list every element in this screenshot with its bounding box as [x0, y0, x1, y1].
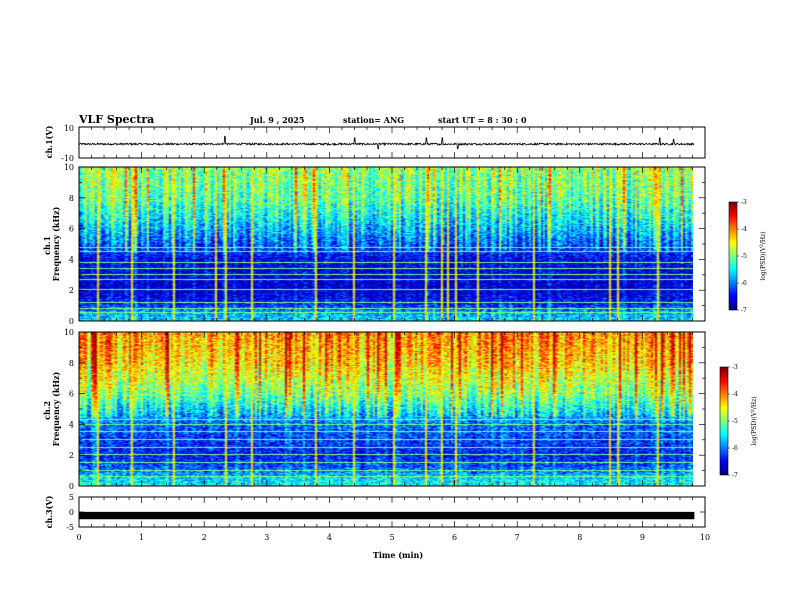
ch1-colorbar-tick-label: -3 [741, 199, 747, 206]
ch3-ytick-bottom: -5 [66, 523, 74, 532]
figure-title: VLF Spectra [78, 113, 154, 126]
ch3-waveform-panel: 5 0 -5 ch.3(V) 0 1 2 3 4 5 6 7 8 9 10 Time (min) [44, 493, 710, 560]
start-time-label: start UT = 8 : 30 : 0 [438, 115, 527, 125]
time-tick-label: 7 [515, 533, 520, 542]
ch3-ytick-mid: 0 [69, 508, 74, 517]
ch2-spectrogram-ytick-label: 2 [69, 451, 74, 460]
ch1-colorbar-label: log(PSD)(V2/Hz) [759, 231, 767, 280]
time-tick-label: 9 [640, 533, 645, 542]
ch1-ytick-top: 10 [64, 124, 74, 133]
ch2-spectrogram-ylabel: ch.2 Frequency (kHz) [42, 371, 61, 446]
ch2-colorbar: -3 -4 -5 -6 -7 log(PSD)(V2/Hz) [719, 364, 758, 479]
ch1-spectrogram-ylabel: ch.1 Frequency (kHz) [42, 206, 61, 281]
ch2-colorbar-label: log(PSD)(V2/Hz) [750, 396, 758, 445]
ch1-waveform-xticks [78, 126, 706, 159]
ch1-colorbar-tick-label: -5 [741, 253, 747, 260]
ch2-spectrogram-ytick-label: 6 [69, 390, 74, 399]
ch2-ylabel-quantity: Frequency (kHz) [51, 371, 61, 446]
ch2-colorbar-ticks: -3 -4 -5 -6 -7 [728, 364, 738, 479]
ch2-colorbar-tick-label: -3 [732, 364, 738, 371]
ch1-spectrogram-image [79, 167, 693, 321]
ch1-colorbar-ticks: -3 -4 -5 -6 -7 [737, 199, 747, 314]
ch2-ylabel-channel: ch.2 [42, 401, 52, 420]
ch1-ylabel-quantity: Frequency (kHz) [51, 206, 61, 281]
time-tick-label: 3 [264, 533, 269, 542]
ch3-waveform-xticks [78, 496, 706, 528]
station-label: station= ANG [343, 115, 404, 125]
ch1-waveform-ylabel: ch.1(V) [44, 125, 54, 158]
ch2-spectrogram-ytick-label: 0 [69, 482, 74, 491]
ch2-spectrogram-ytick-label: 8 [69, 359, 74, 368]
ch1-colorbar-tick-label: -6 [741, 280, 747, 287]
ch2-spectrogram-image [79, 332, 693, 486]
ch1-colorbar-tick-label: -4 [741, 226, 747, 233]
ch1-spectrogram-ytick-label: 0 [69, 317, 74, 326]
ch2-colorbar-tick-label: -4 [732, 391, 738, 398]
date-label: Jul. 9 , 2025 [249, 115, 304, 125]
time-tick-label: 2 [202, 533, 207, 542]
ch2-colorbar-gradient [720, 367, 728, 475]
ch1-spectrogram-ytick-label: 2 [69, 286, 74, 295]
ch1-spectrogram-ytick-label: 8 [69, 194, 74, 203]
ch1-waveform-trace [78, 135, 695, 150]
time-tick-label: 6 [452, 533, 457, 542]
ch2-spectrogram-axis: 0 2 4 6 8 10 [64, 328, 706, 491]
ch1-waveform-panel: 10 -10 ch.1(V) [44, 124, 706, 163]
ch2-spectrogram-ytick-label: 10 [64, 328, 74, 337]
time-tick-label: 8 [577, 533, 582, 542]
time-tick-label: 10 [700, 533, 710, 542]
ch1-colorbar-gradient [729, 202, 737, 310]
ch2-colorbar-tick-label: -5 [732, 418, 738, 425]
ch1-spectrogram-panel: 0 2 4 6 8 10 ch.1 Frequency (kHz) [42, 163, 706, 326]
ch2-colorbar-tick-label: -7 [732, 472, 738, 479]
time-tick-label: 5 [389, 533, 394, 542]
ch1-spectrogram-axis: 0 2 4 6 8 10 [64, 163, 706, 326]
time-axis-ticklabels: 0 1 2 3 4 5 6 7 8 9 10 [76, 533, 710, 542]
ch2-spectrogram-panel: 0 2 4 6 8 10 ch.2 Frequency (kHz) [42, 328, 706, 491]
ch1-spectrogram-ytick-label: 10 [64, 163, 74, 172]
ch2-spectrogram-ytick-label: 4 [69, 420, 74, 429]
ch1-colorbar-tick-label: -7 [741, 307, 747, 314]
ch1-ylabel-channel: ch.1 [42, 236, 52, 255]
ch1-spectrogram-ytick-label: 6 [69, 225, 74, 234]
ch3-waveform-ylabel: ch.3(V) [44, 495, 54, 528]
ch2-colorbar-tick-label: -6 [732, 445, 738, 452]
ch3-ytick-top: 5 [69, 493, 74, 502]
time-axis-label: Time (min) [373, 550, 423, 560]
ch1-colorbar: -3 -4 -5 -6 -7 log(PSD)(V2/Hz) [728, 199, 767, 314]
ch1-spectrogram-ytick-label: 4 [69, 255, 74, 264]
ch1-ytick-bottom: -10 [61, 154, 74, 163]
time-tick-label: 1 [139, 533, 144, 542]
time-tick-label: 4 [327, 533, 332, 542]
time-tick-label: 0 [76, 533, 81, 542]
